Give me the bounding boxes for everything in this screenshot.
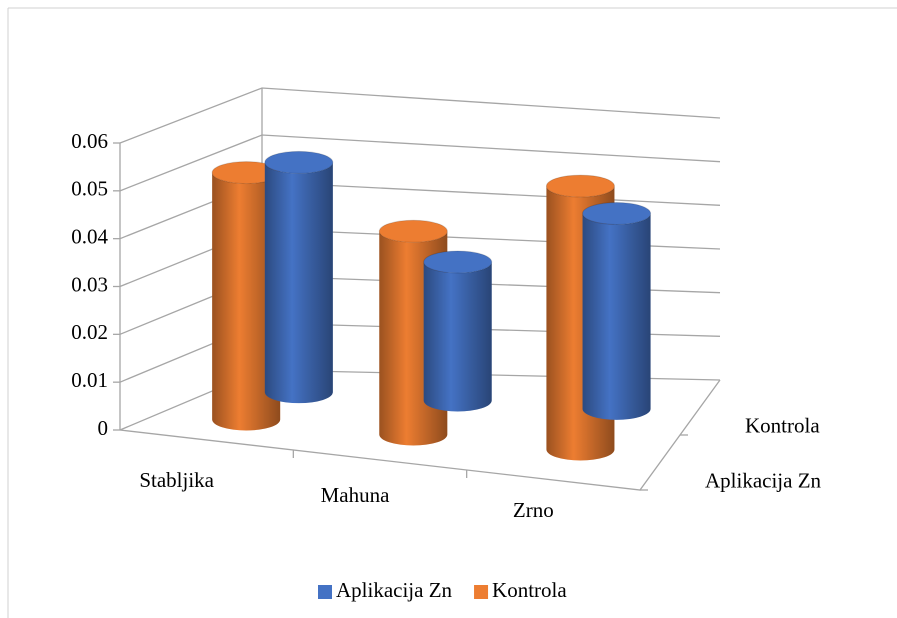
y-tick-label: 0.05 (71, 177, 108, 201)
z-tick-label: Kontrola (745, 413, 820, 437)
x-tick-label: Stabljika (139, 468, 214, 492)
cylinder-shade (264, 162, 333, 404)
legend-swatch (318, 585, 332, 599)
y-tick-label: 0.06 (71, 129, 108, 153)
cylinder-shade (423, 262, 492, 412)
cylinder-top (423, 250, 493, 274)
cylinder-top (582, 201, 652, 225)
grid-line (119, 87, 721, 144)
cylinder-shade (212, 172, 281, 431)
y-tick-label: 0 (98, 416, 109, 440)
cylinder-top (545, 174, 615, 198)
x-tick-label: Mahuna (321, 483, 390, 507)
y-tick-label: 0.03 (71, 272, 108, 296)
grid-line (119, 134, 721, 192)
legend-label: Aplikacija Zn (336, 578, 453, 602)
y-tick-label: 0.01 (71, 368, 108, 392)
legend-label: Kontrola (492, 578, 567, 602)
y-tick-label: 0.04 (71, 224, 108, 248)
z-tick-label: Aplikacija Zn (705, 468, 822, 492)
cylinder-top (378, 219, 448, 243)
cylinder-shade (582, 213, 651, 420)
x-tick-label: Zrno (513, 498, 554, 522)
cylinder-top (264, 150, 334, 174)
y-tick-label: 0.02 (71, 320, 108, 344)
legend-swatch (474, 585, 489, 599)
